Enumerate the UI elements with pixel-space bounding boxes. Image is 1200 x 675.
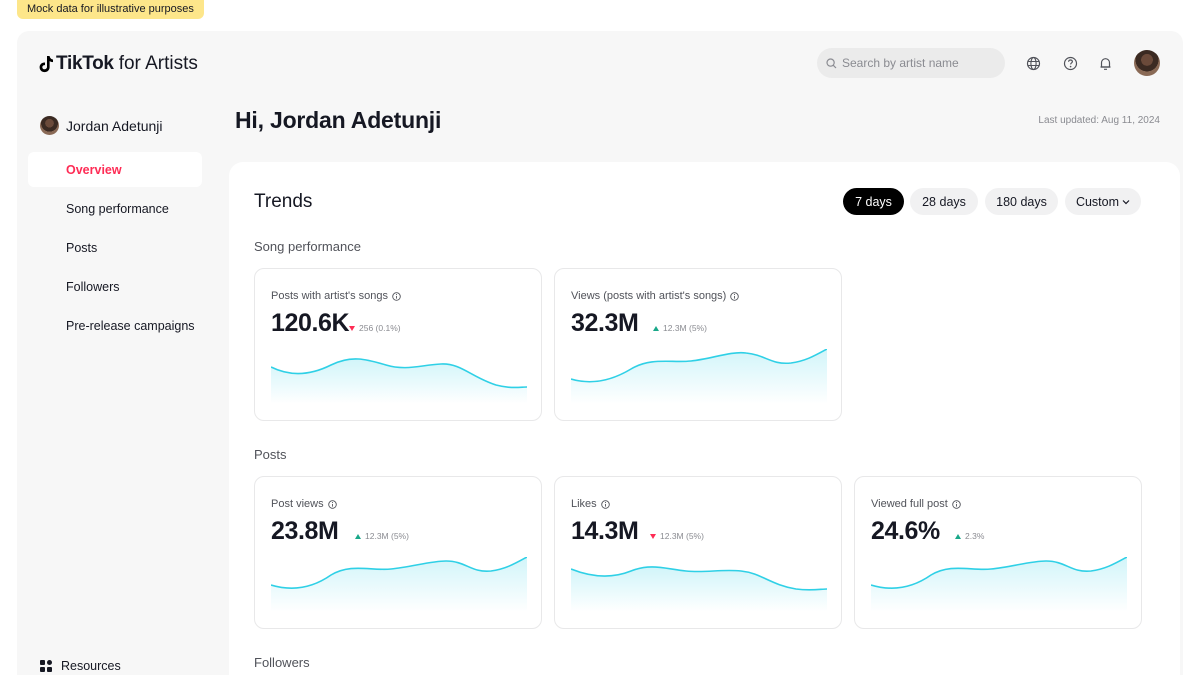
card-delta: 2.3% — [955, 531, 984, 541]
card-title: Viewed full post — [871, 498, 961, 510]
sparkline-line — [271, 557, 527, 589]
card-title: Post views — [271, 498, 337, 510]
card-title-text: Posts with artist's songs — [271, 290, 389, 302]
search-icon — [826, 57, 837, 68]
sparkline-line — [571, 566, 827, 591]
trend-down-icon — [650, 533, 656, 539]
last-updated: Last updated: Aug 11, 2024 — [1038, 115, 1160, 126]
profile-avatar[interactable] — [1134, 50, 1160, 76]
card-delta-text: 12.3M (5%) — [365, 531, 409, 541]
info-icon[interactable] — [327, 499, 337, 509]
trend-up-icon — [955, 533, 961, 539]
tiktok-logo[interactable]: TikTok for Artists — [39, 53, 198, 75]
section-followers: Followers — [254, 655, 310, 670]
info-icon[interactable] — [730, 291, 740, 301]
card-delta-text: 2.3% — [965, 531, 985, 541]
sparkline-area — [571, 566, 827, 612]
brand-name: TikTok — [56, 53, 114, 74]
page-title: Hi, Jordan Adetunji — [235, 107, 442, 133]
brand-suffix: for Artists — [118, 53, 198, 74]
sidebar-item-posts[interactable]: Posts — [66, 240, 98, 255]
card-delta: 12.3M (5%) — [653, 323, 707, 333]
mock-data-badge: Mock data for illustrative purposes — [17, 0, 204, 19]
sparkline-chart — [271, 358, 527, 404]
sidebar-user-name: Jordan Adetunji — [66, 117, 163, 134]
card-title: Posts with artist's songs — [271, 290, 401, 302]
trend-up-icon — [355, 533, 361, 539]
bell-icon[interactable] — [1095, 53, 1115, 73]
sidebar-item-resources[interactable]: Resources — [40, 659, 121, 673]
card-delta: 12.3M (5%) — [650, 531, 704, 541]
card-title: Likes — [571, 498, 610, 510]
stat-card-post-views[interactable]: Post views 23.8M 12.3M (5%) — [254, 476, 542, 629]
sparkline-line — [271, 358, 527, 389]
range-180-days[interactable]: 180 days — [985, 188, 1058, 215]
trends-panel: Trends 7 days 28 days 180 days Custom So… — [229, 162, 1180, 675]
card-delta: 12.3M (5%) — [355, 531, 409, 541]
range-7-days[interactable]: 7 days — [843, 188, 904, 215]
card-title-text: Viewed full post — [871, 498, 948, 510]
trend-up-icon — [653, 325, 659, 331]
range-28-days[interactable]: 28 days — [910, 188, 978, 215]
card-value: 23.8M — [271, 517, 339, 545]
search-input[interactable] — [842, 56, 992, 70]
sparkline-line — [571, 349, 827, 383]
tiktok-note-icon — [39, 56, 53, 73]
sparkline-line — [871, 557, 1127, 589]
info-icon[interactable] — [952, 499, 961, 509]
card-delta-text: 256 (0.1%) — [359, 323, 401, 333]
sidebar-item-pre-release-campaigns[interactable]: Pre-release campaigns — [66, 318, 195, 333]
sparkline-chart — [271, 557, 527, 612]
sidebar-nav: Overview Song performance Posts Follower… — [28, 152, 202, 347]
stat-card-views-with-songs[interactable]: Views (posts with artist's songs) 32.3M 12… — [554, 268, 842, 421]
artist-search[interactable] — [817, 48, 1005, 78]
card-delta-text: 12.3M (5%) — [663, 323, 707, 333]
card-delta: 256 (0.1%) — [349, 323, 401, 333]
app-window: TikTok for Artists — [17, 31, 1183, 675]
stat-card-posts-with-songs[interactable]: Posts with artist's songs 120.6K 256 (0.1%… — [254, 268, 542, 421]
sparkline-chart — [571, 566, 827, 612]
sidebar-item-song-performance[interactable]: Song performance — [66, 201, 169, 216]
range-custom-dropdown[interactable]: Custom — [1065, 188, 1141, 215]
card-title-text: Views (posts with artist's songs) — [571, 290, 727, 302]
card-value: 14.3M — [571, 517, 639, 545]
sparkline-area — [271, 557, 527, 612]
sparkline-area — [571, 349, 827, 404]
sidebar-item-followers[interactable]: Followers — [66, 279, 120, 294]
trend-down-icon — [349, 325, 355, 331]
help-icon[interactable] — [1060, 53, 1080, 73]
chevron-down-icon — [1122, 199, 1130, 204]
stat-card-likes[interactable]: Likes 14.3M 12.3M (5%) — [554, 476, 842, 629]
info-icon[interactable] — [600, 499, 610, 509]
card-title: Views (posts with artist's songs) — [571, 290, 740, 302]
sparkline-chart — [871, 557, 1127, 612]
card-value: 32.3M — [571, 309, 639, 337]
section-song-performance: Song performance — [254, 239, 361, 254]
stat-card-viewed-full-post[interactable]: Viewed full post 24.6% 2.3% — [854, 476, 1142, 629]
avatar — [40, 116, 59, 135]
sparkline-chart — [571, 349, 827, 404]
sparkline-area — [871, 557, 1127, 612]
sidebar-item-overview[interactable]: Overview — [28, 152, 202, 187]
card-title-text: Likes — [571, 498, 597, 510]
sidebar-user[interactable]: Jordan Adetunji — [40, 116, 163, 135]
card-delta-text: 12.3M (5%) — [660, 531, 704, 541]
info-icon[interactable] — [392, 291, 401, 301]
range-custom-label: Custom — [1075, 194, 1120, 209]
globe-icon[interactable] — [1023, 53, 1043, 73]
section-posts: Posts — [254, 447, 287, 462]
card-value: 24.6% — [871, 517, 940, 545]
grid-icon — [40, 660, 52, 672]
card-value: 120.6K — [271, 309, 350, 337]
card-title-text: Post views — [271, 498, 324, 510]
resources-label: Resources — [61, 659, 121, 673]
trends-title: Trends — [254, 191, 313, 212]
